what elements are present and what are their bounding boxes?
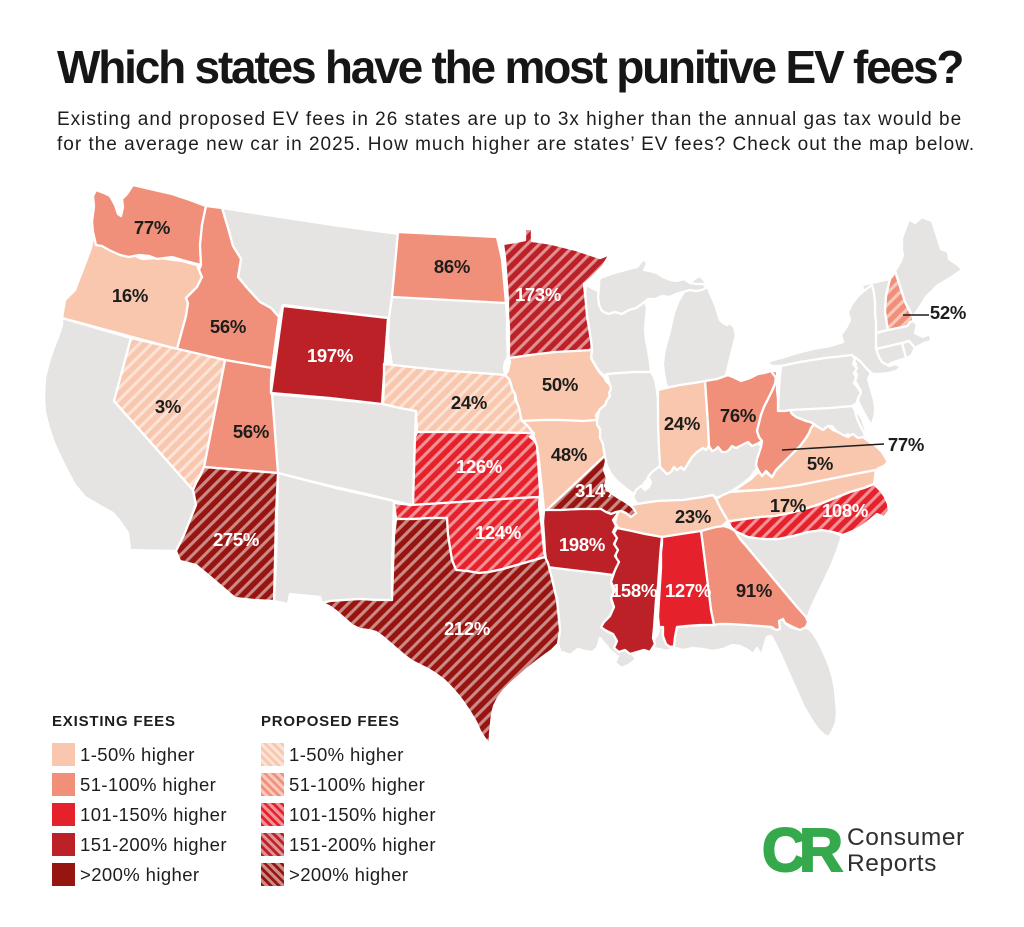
svg-text:86%: 86%: [434, 256, 470, 277]
svg-text:197%: 197%: [307, 345, 353, 366]
svg-text:173%: 173%: [515, 284, 561, 305]
svg-text:5%: 5%: [807, 453, 833, 474]
svg-text:77%: 77%: [888, 434, 924, 455]
svg-text:24%: 24%: [451, 392, 487, 413]
svg-text:198%: 198%: [559, 534, 605, 555]
svg-text:76%: 76%: [720, 405, 756, 426]
svg-text:48%: 48%: [551, 444, 587, 465]
svg-text:126%: 126%: [456, 456, 502, 477]
svg-text:91%: 91%: [736, 580, 772, 601]
svg-text:108%: 108%: [822, 500, 868, 521]
svg-text:124%: 124%: [475, 522, 521, 543]
svg-text:127%: 127%: [665, 580, 711, 601]
svg-text:16%: 16%: [112, 285, 148, 306]
svg-text:50%: 50%: [542, 374, 578, 395]
svg-text:212%: 212%: [444, 618, 490, 639]
svg-text:77%: 77%: [134, 217, 170, 238]
svg-text:275%: 275%: [213, 529, 259, 550]
svg-text:24%: 24%: [664, 413, 700, 434]
svg-text:52%: 52%: [930, 302, 966, 323]
svg-text:23%: 23%: [675, 506, 711, 527]
svg-text:3%: 3%: [155, 396, 181, 417]
svg-text:158%: 158%: [611, 580, 657, 601]
svg-text:56%: 56%: [210, 316, 246, 337]
svg-text:17%: 17%: [770, 495, 806, 516]
svg-text:314%: 314%: [575, 480, 621, 501]
svg-text:56%: 56%: [233, 421, 269, 442]
